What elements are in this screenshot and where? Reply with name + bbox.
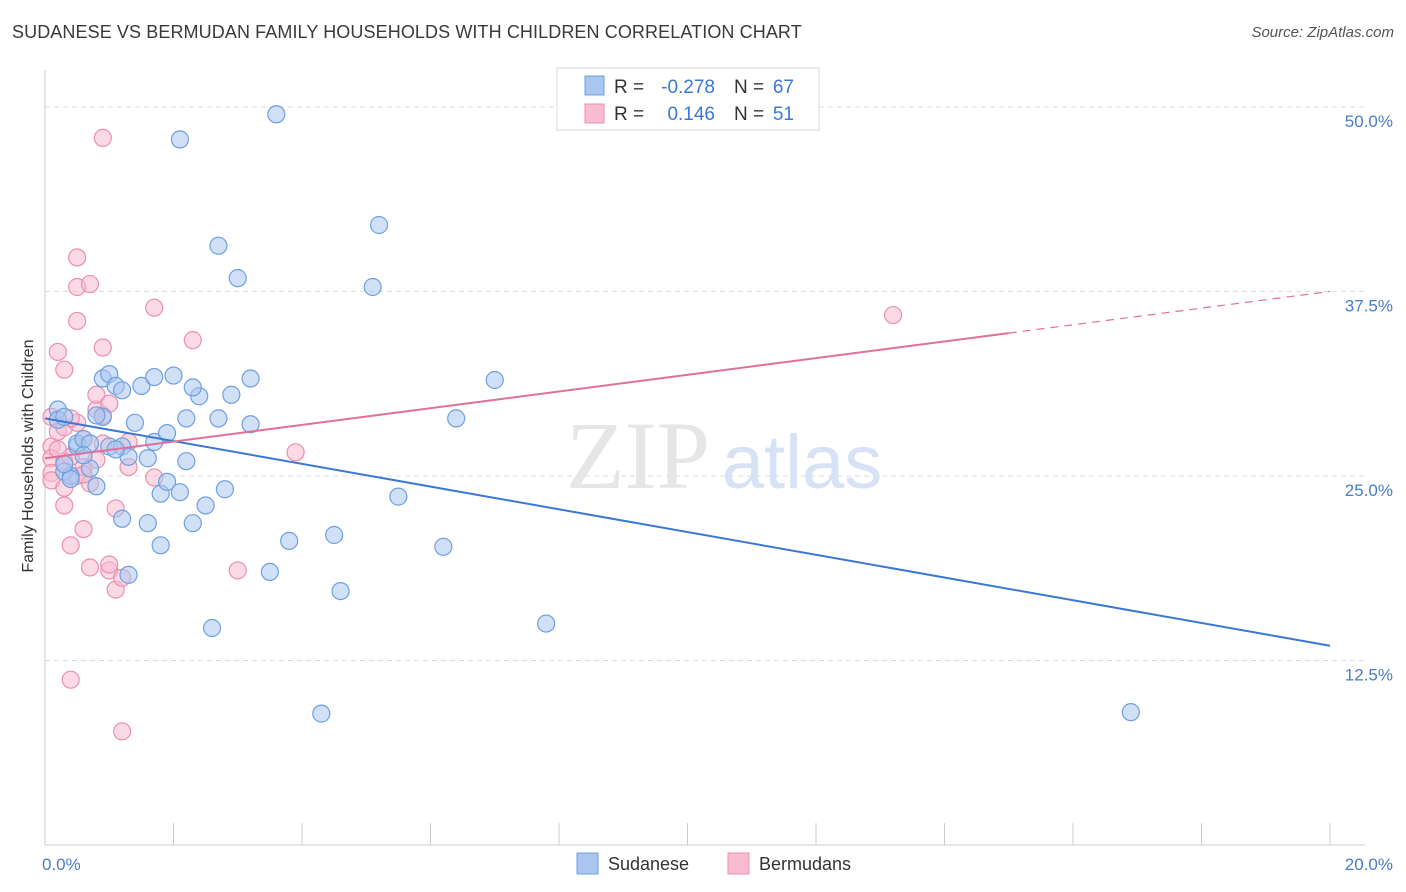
sudanese-point-57	[434, 537, 453, 556]
sudanese-point-23	[132, 376, 151, 396]
legend-r-label-0: R =	[614, 77, 644, 98]
bermudan-point-42	[145, 298, 164, 317]
watermark-zip: ZIP	[566, 402, 710, 509]
bermudan-point-43	[183, 331, 202, 350]
bermudan-point-17	[68, 248, 87, 267]
sudanese-point-11	[87, 477, 106, 496]
sudanese-point-25	[138, 514, 157, 533]
bottom-legend: Sudanese Bermudans	[576, 852, 851, 875]
y-tick-label-2: 37.5%	[1345, 296, 1393, 315]
trend-line-1-extension	[1008, 290, 1331, 334]
sudanese-point-42	[209, 409, 228, 428]
sudanese-point-45	[228, 269, 247, 288]
sudanese-point-63	[74, 446, 93, 465]
sudanese-point-53	[331, 581, 350, 601]
bermudan-point-28	[87, 385, 106, 404]
bermudan-point-13	[61, 670, 80, 689]
chart-source: Source: ZipAtlas.com	[1251, 24, 1394, 41]
bottom-legend-sudanese: Sudanese	[608, 854, 689, 874]
watermark: ZIP atlas	[566, 402, 882, 509]
sudanese-point-41	[209, 236, 228, 255]
sudanese-point-59	[485, 370, 504, 390]
watermark-atlas: atlas	[722, 420, 883, 505]
x-tick-label-0: 0.0%	[42, 855, 81, 874]
bermudan-point-30	[93, 338, 112, 357]
sudanese-point-44	[222, 385, 241, 404]
bermudan-point-25	[80, 558, 100, 577]
sudanese-point-58	[447, 409, 466, 428]
sudanese-point-49	[267, 105, 286, 124]
grid	[45, 106, 1365, 661]
sudanese-point-39	[196, 496, 215, 515]
sudanese-point-47	[241, 369, 260, 388]
legend-n-value-1: 51	[773, 104, 794, 125]
legend-n-label-0: N =	[734, 77, 764, 98]
y-tick-label-0: 12.5%	[1345, 665, 1393, 684]
trend-line-1	[44, 332, 1009, 460]
legend-r-label-1: R =	[614, 104, 644, 125]
sudanese-point-50	[280, 531, 299, 551]
sudanese-point-33	[170, 483, 190, 502]
bermudan-point-21	[74, 519, 93, 539]
sudanese-point-17	[112, 381, 132, 400]
chart-title: SUDANESE VS BERMUDAN FAMILY HOUSEHOLDS W…	[12, 22, 802, 42]
bermudan-point-6	[48, 342, 67, 362]
sudanese-point-55	[370, 215, 389, 235]
y-tick-label-1: 25.0%	[1345, 481, 1393, 500]
x-tick-label-1: 20.0%	[1345, 855, 1393, 874]
sudanese-point-46	[241, 415, 260, 434]
sudanese-point-19	[112, 509, 132, 528]
bermudan-point-18	[68, 311, 87, 331]
trend-lines	[44, 290, 1331, 647]
bermudan-point-38	[112, 722, 132, 741]
bottom-legend-bermudans: Bermudans	[759, 854, 851, 874]
bermudan-point-46	[883, 305, 903, 325]
legend-n-value-0: 67	[773, 77, 794, 98]
bermudan-point-45	[286, 443, 305, 462]
sudanese-point-66	[183, 378, 202, 397]
sudanese-point-24	[138, 449, 157, 468]
legend-r-value-1: 0.146	[667, 104, 715, 125]
sudanese-point-52	[325, 525, 344, 545]
bottom-legend-swatch-bermudans	[727, 852, 750, 875]
sudanese-point-37	[183, 514, 202, 533]
bermudan-point-23	[80, 274, 100, 294]
legend-swatch-sudanese	[584, 75, 605, 96]
sudanese-point-43	[215, 480, 234, 499]
bermudan-point-29	[93, 128, 112, 148]
sudanese-point-61	[1121, 703, 1140, 722]
legend: R = -0.278 N = 67 R = 0.146 N = 51	[556, 67, 820, 131]
bermudan-point-8	[55, 360, 74, 379]
sudanese-point-32	[164, 366, 183, 385]
sudanese-point-31	[157, 472, 177, 491]
bermudan-point-11	[55, 496, 74, 515]
sudanese-point-35	[177, 409, 196, 428]
sudanese-point-34	[170, 130, 190, 149]
sudanese-point-22	[125, 413, 145, 432]
bermudan-point-44	[228, 561, 247, 580]
sudanese-point-29	[151, 536, 170, 555]
legend-r-value-0: -0.278	[661, 77, 715, 98]
sudanese-point-51	[312, 704, 331, 723]
legend-swatch-bermudans	[584, 103, 605, 124]
bottom-legend-swatch-sudanese	[576, 852, 599, 875]
sudanese-point-36	[177, 452, 196, 471]
sudanese-point-54	[363, 277, 382, 297]
y-axis-label: Family Households with Children	[20, 340, 37, 573]
sudanese-point-62	[55, 455, 74, 474]
sudanese-point-21	[119, 565, 138, 584]
sudanese-point-48	[260, 562, 279, 582]
trend-line-0	[44, 417, 1331, 647]
sudanese-point-27	[145, 367, 164, 387]
sudanese-point-40	[202, 618, 222, 638]
sudanese-point-60	[537, 614, 556, 633]
y-tick-label-3: 50.0%	[1345, 112, 1393, 131]
sudanese-point-65	[87, 406, 106, 425]
tick-labels: 12.5% 25.0% 37.5% 50.0% 0.0% 20.0%	[42, 112, 1393, 874]
bermudan-point-12	[61, 536, 80, 555]
sudanese-point-56	[389, 487, 408, 506]
bermudan-point-34	[100, 555, 119, 574]
legend-n-label-1: N =	[734, 104, 764, 125]
